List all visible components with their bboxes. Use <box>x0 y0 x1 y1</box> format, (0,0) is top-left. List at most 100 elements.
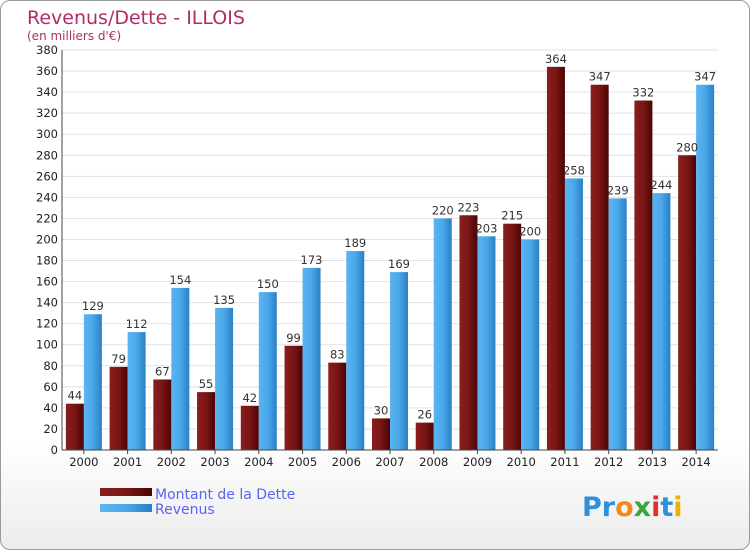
data-label: 99 <box>286 331 301 345</box>
y-tick-label: 340 <box>36 85 58 99</box>
x-tick-label: 2002 <box>157 455 186 469</box>
y-tick-label: 240 <box>36 190 58 204</box>
bar-revenus <box>652 193 671 450</box>
data-label: 215 <box>501 209 523 223</box>
legend-label-revenus: Revenus <box>155 502 215 518</box>
data-label: 364 <box>545 52 567 66</box>
y-tick-label: 160 <box>36 275 58 289</box>
data-label: 220 <box>432 203 454 217</box>
bar-revenus <box>696 84 715 450</box>
y-tick-label: 20 <box>43 422 58 436</box>
bar-revenus <box>477 236 496 450</box>
bar-dette <box>678 155 697 450</box>
x-tick-label: 2011 <box>550 455 579 469</box>
data-label: 203 <box>475 221 497 235</box>
data-label: 223 <box>457 200 479 214</box>
data-label: 169 <box>388 257 410 271</box>
bar-dette <box>459 215 478 450</box>
bar-dette <box>240 405 259 450</box>
data-label: 200 <box>519 224 541 238</box>
y-tick-label: 60 <box>43 380 58 394</box>
bar-revenus <box>258 292 277 450</box>
bar-revenus <box>608 198 627 450</box>
y-axis-ticks: 0 20 40 60 80 100 120 140 160 180 200 220 240 260 280 3… <box>36 43 58 457</box>
bars <box>65 66 715 451</box>
y-tick-label: 40 <box>43 401 58 415</box>
bar-revenus <box>564 178 583 450</box>
y-tick-label: 180 <box>36 254 58 268</box>
data-label: 332 <box>632 86 654 100</box>
bar-dette <box>197 392 216 450</box>
x-tick-label: 2004 <box>244 455 273 469</box>
y-tick-label: 280 <box>36 148 58 162</box>
data-label: 258 <box>563 163 585 177</box>
bar-revenus <box>521 239 540 450</box>
chart-subtitle: (en milliers d'€) <box>27 29 121 43</box>
x-tick-label: 2006 <box>332 455 361 469</box>
y-tick-label: 80 <box>43 359 58 373</box>
y-tick-label: 140 <box>36 296 58 310</box>
proxiti-logo: Proxiti <box>582 492 683 523</box>
data-label: 26 <box>417 408 432 422</box>
data-label: 83 <box>330 348 345 362</box>
bar-revenus <box>302 267 321 450</box>
bar-dette <box>65 403 84 450</box>
y-tick-label: 0 <box>51 443 58 457</box>
x-tick-label: 2012 <box>594 455 623 469</box>
bar-dette <box>328 362 347 450</box>
legend: Montant de la Dette Revenus <box>100 487 295 518</box>
data-label: 42 <box>242 391 257 405</box>
x-tick-label: 2007 <box>375 455 404 469</box>
bar-dette <box>634 100 653 451</box>
bar-revenus <box>433 218 452 450</box>
y-tick-label: 260 <box>36 169 58 183</box>
x-tick-label: 2013 <box>638 455 667 469</box>
data-label: 347 <box>694 70 716 84</box>
x-tick-label: 2005 <box>288 455 317 469</box>
legend-swatch-revenus <box>100 504 152 512</box>
data-label: 55 <box>199 377 214 391</box>
data-label: 173 <box>301 253 323 267</box>
data-label: 347 <box>589 70 611 84</box>
chart-title: Revenus/Dette - ILLOIS <box>27 7 245 29</box>
bar-dette <box>590 84 609 450</box>
data-label: 189 <box>344 236 366 250</box>
data-label: 129 <box>82 299 104 313</box>
legend-swatch-debt <box>100 488 152 496</box>
y-tick-label: 360 <box>36 64 58 78</box>
y-tick-label: 200 <box>36 232 58 246</box>
bar-dette <box>284 345 303 450</box>
data-label: 154 <box>169 273 191 287</box>
legend-label-debt: Montant de la Dette <box>155 487 295 503</box>
bar-dette <box>153 379 172 450</box>
bar-revenus <box>390 272 408 450</box>
bar-dette <box>546 66 565 450</box>
x-tick-label: 2003 <box>200 455 229 469</box>
y-tick-label: 220 <box>36 211 58 225</box>
data-label: 79 <box>111 352 126 366</box>
y-tick-label: 100 <box>36 338 58 352</box>
data-label: 244 <box>650 178 672 192</box>
x-tick-label: 2010 <box>507 455 536 469</box>
bar-dette <box>503 223 522 450</box>
y-tick-label: 380 <box>36 43 58 57</box>
bar-revenus <box>346 251 365 450</box>
data-label: 280 <box>676 140 698 154</box>
data-label: 135 <box>213 293 235 307</box>
bar-revenus <box>127 332 146 450</box>
bar-revenus <box>171 287 190 450</box>
data-label: 112 <box>126 317 148 331</box>
data-labels: 44 129 79 112 67 154 55 135 42 150 99 173 83 189 30 169… <box>68 52 717 422</box>
x-tick-label: 2009 <box>463 455 492 469</box>
x-axis-ticks: 2000 2001 2002 2003 2004 2005 2006 2007 2008 2009… <box>69 450 711 469</box>
bar-dette <box>415 422 434 450</box>
y-tick-label: 320 <box>36 106 58 120</box>
data-label: 239 <box>607 183 629 197</box>
bar-dette <box>372 418 390 450</box>
x-tick-label: 2008 <box>419 455 448 469</box>
data-label: 150 <box>257 277 279 291</box>
bar-revenus <box>215 307 234 450</box>
data-label: 44 <box>68 389 83 403</box>
data-label: 67 <box>155 364 170 378</box>
